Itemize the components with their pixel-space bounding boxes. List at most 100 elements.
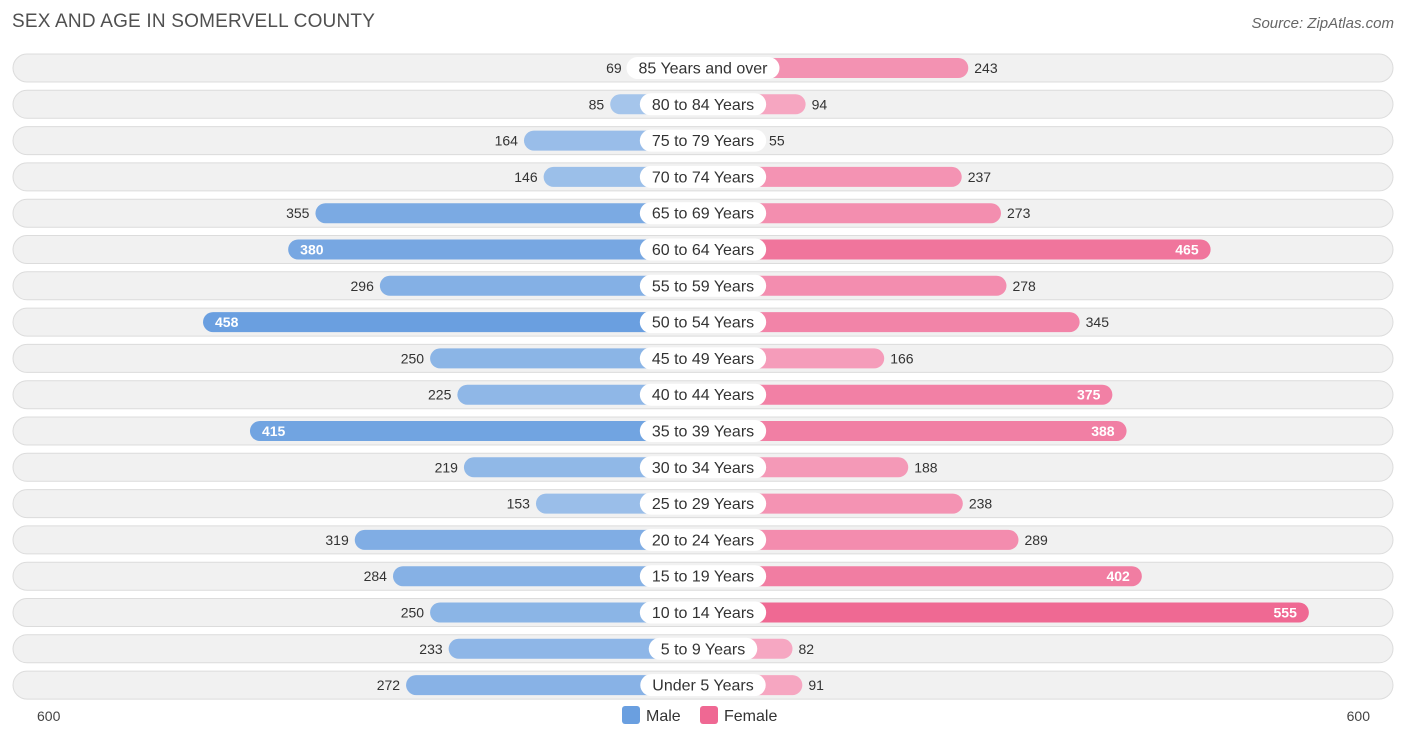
female-bar[interactable] [703,529,1019,550]
female-value-label: 555 [1274,605,1298,621]
female-bar[interactable] [703,384,1113,405]
axis-right-label: 600 [1347,708,1371,724]
legend-female-label: Female [724,708,777,725]
female-value-label: 94 [812,96,828,112]
category-label-pill [626,57,780,79]
male-bar[interactable] [406,675,703,696]
category-label: 20 to 24 Years [652,532,754,549]
male-bar[interactable] [379,275,703,296]
male-value-label: 272 [377,677,401,693]
male-value-label: 233 [419,641,443,657]
category-label-pill [639,601,767,624]
female-value-label: 388 [1091,423,1115,439]
male-value-label: 319 [325,532,349,548]
male-bar[interactable] [430,602,703,623]
male-bar[interactable] [315,203,703,224]
female-value-label: 237 [968,169,992,185]
female-bar[interactable] [703,203,1002,224]
category-label-pill [639,93,767,116]
male-value-label: 380 [300,242,324,258]
female-value-label: 243 [974,60,998,76]
male-bar[interactable] [448,638,703,659]
category-label: 45 to 49 Years [652,351,754,368]
category-label-pill [639,311,767,334]
category-label: 15 to 19 Years [652,569,754,586]
male-bar[interactable] [430,348,703,369]
male-value-label: 250 [401,605,425,621]
female-bar[interactable] [703,566,1142,587]
category-label: 60 to 64 Years [652,242,754,259]
category-label: 50 to 54 Years [652,315,754,332]
category-label: 65 to 69 Years [652,206,754,223]
category-label-pill [639,456,767,479]
category-label: 30 to 34 Years [652,460,754,477]
legend-female-swatch [700,706,718,724]
male-value-label: 164 [495,133,519,149]
male-bar[interactable] [203,312,703,333]
male-bar[interactable] [354,529,703,550]
category-label-pill [639,347,767,370]
male-value-label: 146 [514,169,538,185]
female-bar[interactable] [703,312,1080,333]
male-value-label: 85 [589,96,605,112]
category-label-pill [639,202,767,225]
category-label: 25 to 29 Years [652,496,754,513]
female-value-label: 238 [969,496,993,512]
category-label-pill [639,492,767,515]
female-bar[interactable] [703,493,963,514]
category-label: 75 to 79 Years [652,133,754,150]
category-label: Under 5 Years [652,678,753,695]
category-label-pill [639,129,767,152]
category-label: 70 to 74 Years [652,169,754,186]
category-label-pill [639,165,767,188]
category-label: 55 to 59 Years [652,278,754,295]
legend-male-swatch [622,706,640,724]
male-bar[interactable] [249,421,704,441]
category-label-pill [640,674,766,697]
female-bar[interactable] [703,602,1309,623]
female-bar[interactable] [703,421,1127,441]
female-value-label: 375 [1077,387,1101,403]
female-bar[interactable] [703,275,1007,296]
male-value-label: 225 [428,387,452,403]
female-value-label: 273 [1007,205,1031,221]
female-value-label: 91 [808,677,824,693]
male-bar[interactable] [392,566,703,587]
category-label: 5 to 9 Years [661,641,746,658]
category-label: 85 Years and over [639,61,769,78]
category-label-pill [639,565,767,588]
legend-male-label: Male [646,708,681,725]
female-bar[interactable] [703,166,962,187]
female-value-label: 82 [799,641,815,657]
male-value-label: 250 [401,350,425,366]
category-label: 10 to 14 Years [652,605,754,622]
female-value-label: 188 [914,459,938,475]
category-label-pill [639,274,767,297]
male-value-label: 153 [507,496,531,512]
male-value-label: 458 [215,314,239,330]
axis-left-label: 600 [37,708,61,724]
chart-title: SEX AND AGE IN SOMERVELL COUNTY [12,11,376,32]
female-value-label: 289 [1024,532,1048,548]
male-value-label: 69 [606,60,622,76]
category-label: 35 to 39 Years [652,424,754,441]
female-value-label: 402 [1106,568,1130,584]
female-value-label: 465 [1175,242,1199,258]
male-value-label: 415 [262,423,286,439]
category-label: 40 to 44 Years [652,387,754,404]
female-value-label: 166 [890,350,914,366]
female-value-label: 345 [1086,314,1110,330]
category-label-pill [639,238,767,261]
category-label-pill [639,528,767,551]
female-value-label: 278 [1012,278,1036,294]
male-value-label: 219 [435,459,459,475]
category-label-pill [639,383,767,406]
male-bar[interactable] [288,239,703,260]
male-value-label: 296 [351,278,375,294]
male-value-label: 284 [364,568,388,584]
male-value-label: 355 [286,205,310,221]
female-bar[interactable] [703,239,1211,260]
category-label: 80 to 84 Years [652,97,754,114]
category-label-pill [639,420,767,442]
